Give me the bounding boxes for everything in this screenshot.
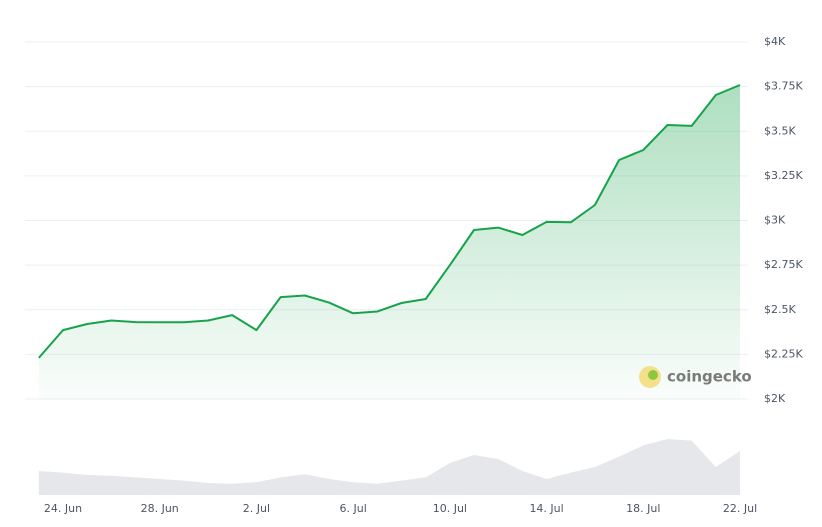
logo-eye: [648, 370, 658, 380]
watermark: coingecko: [639, 366, 752, 388]
x-tick-label: 14. Jul: [529, 502, 563, 515]
y-tick-label: $2.5K: [764, 303, 796, 316]
y-tick-label: $4K: [764, 35, 786, 48]
y-tick-label: $2.75K: [764, 258, 803, 271]
x-tick-label: 24. Jun: [44, 502, 82, 515]
volume-area: [38, 439, 741, 495]
x-tick-label: 18. Jul: [626, 502, 660, 515]
x-tick-label: 2. Jul: [243, 502, 270, 515]
y-tick-label: $3.5K: [764, 124, 796, 137]
y-tick-label: $3.25K: [764, 169, 803, 182]
y-tick-label: $2.25K: [764, 347, 803, 360]
x-tick-label: 22. Jul: [723, 502, 757, 515]
x-tick-label: 10. Jul: [433, 502, 467, 515]
y-tick-label: $3K: [764, 214, 786, 227]
price-line: [38, 84, 741, 359]
y-tick-label: $3.75K: [764, 80, 803, 93]
price-area: [38, 85, 741, 399]
watermark-text: coingecko: [667, 368, 752, 386]
y-tick-label: $2K: [764, 392, 786, 405]
x-tick-label: 6. Jul: [340, 502, 367, 515]
x-tick-label: 28. Jun: [141, 502, 179, 515]
